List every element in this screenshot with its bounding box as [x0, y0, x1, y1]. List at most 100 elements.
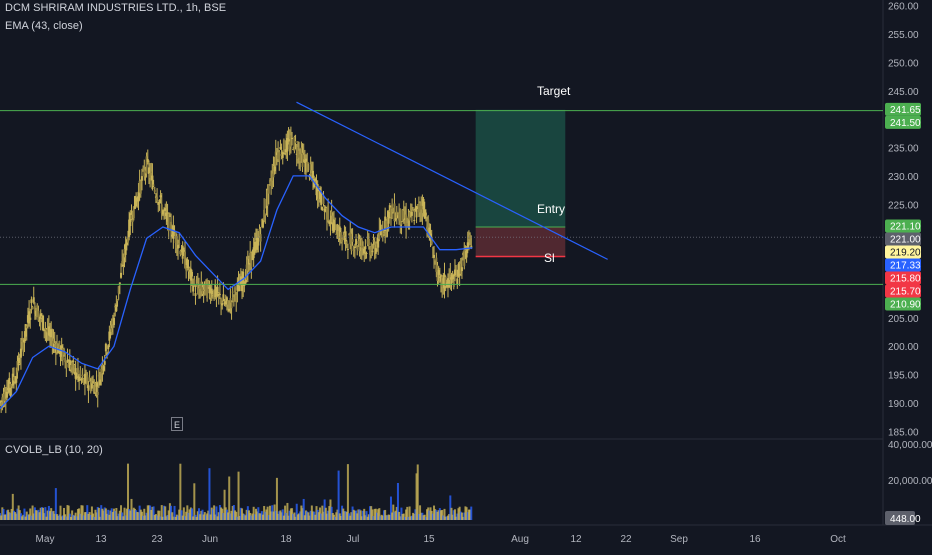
candle-body: [337, 230, 340, 239]
candle-body: [293, 136, 296, 151]
volume-bar: [433, 505, 436, 520]
volume-bar: [338, 513, 341, 520]
candle-body: [216, 286, 219, 296]
candle-body: [94, 382, 97, 393]
volume-bar: [342, 508, 345, 520]
candle-body: [258, 228, 261, 237]
volume-bar: [30, 515, 33, 520]
candle-body: [465, 249, 468, 258]
volume-bar: [402, 513, 405, 520]
earnings-marker[interactable]: E: [171, 417, 183, 431]
volume-bar: [53, 513, 56, 520]
candle-body: [142, 168, 145, 170]
volume-bar: [258, 513, 261, 520]
candle-body: [249, 252, 252, 264]
candle-body: [30, 299, 33, 304]
volume-bar: [160, 505, 163, 520]
volume-bar: [381, 515, 384, 520]
time-tick: Jul: [347, 534, 360, 545]
volume-bar: [288, 510, 291, 520]
candle-body: [168, 215, 171, 217]
volume-bar: [25, 511, 28, 520]
candle-body: [401, 209, 404, 222]
volume-bar: [189, 507, 192, 520]
candle-body: [225, 297, 228, 303]
candle-body: [328, 221, 331, 225]
volume-bar: [419, 505, 422, 520]
volume-bar: [38, 512, 41, 520]
symbol-title[interactable]: DCM SHRIRAM INDUSTRIES LTD., 1h, BSE: [5, 2, 227, 14]
candle-body: [160, 204, 163, 214]
time-tick: 13: [95, 534, 107, 545]
candle-body: [332, 219, 335, 232]
volume-bar: [59, 505, 62, 520]
ema-line-group: [0, 175, 473, 410]
volume-bar: [75, 516, 78, 520]
time-axis[interactable]: May 13 23 Jun 18 Jul 15 Aug 12 22 Sep 16 Oct: [36, 534, 846, 545]
candle-body: [126, 237, 129, 243]
candle-body: [318, 188, 321, 200]
volume-bar: [78, 508, 81, 520]
volume-bars: [0, 463, 473, 520]
volume-bar: [435, 510, 438, 520]
volume-bar: [43, 513, 46, 520]
trendline-group[interactable]: [296, 101, 608, 260]
candle-body: [190, 271, 193, 277]
volume-bar: [382, 510, 385, 520]
candle-body: [39, 313, 42, 319]
volume-bar: [117, 513, 120, 520]
candle-body: [423, 209, 426, 219]
candle-body: [129, 213, 132, 227]
candle-body: [51, 340, 54, 348]
volume-bar: [449, 495, 452, 520]
volume-bar: [442, 515, 445, 520]
candle-body: [179, 251, 182, 255]
volume-bar: [73, 515, 76, 520]
time-tick: May: [36, 534, 55, 545]
candle-body: [459, 263, 462, 274]
volume-bar: [61, 515, 64, 520]
volume-bar: [172, 516, 175, 520]
candle-body: [12, 376, 15, 381]
volume-bar: [97, 507, 100, 520]
candle-body: [320, 191, 323, 205]
volume-bar: [339, 515, 342, 520]
volume-bar: [32, 513, 35, 520]
candle-body: [344, 231, 347, 243]
volume-bar: [245, 509, 248, 520]
volume-bar: [315, 506, 318, 520]
candle-body: [300, 147, 303, 154]
volume-bar: [231, 505, 234, 520]
volume-indicator-label[interactable]: CVOLB_LB (10, 20): [5, 444, 103, 456]
candle-body: [230, 301, 233, 309]
volume-bar: [451, 514, 454, 520]
volume-bar: [420, 512, 423, 520]
volume-bar: [128, 509, 131, 520]
candle-body: [392, 212, 395, 214]
volume-bar: [389, 496, 392, 520]
volume-bar: [394, 510, 397, 520]
ema-indicator-label[interactable]: EMA (43, close): [5, 20, 83, 32]
candle-body: [231, 291, 234, 293]
volume-bar: [49, 511, 52, 520]
candle-body: [339, 232, 342, 240]
volume-bar: [308, 515, 311, 520]
volume-value-badge: [885, 511, 915, 525]
volume-bar: [362, 510, 365, 520]
volume-bar: [446, 515, 449, 520]
volume-bar: [174, 516, 177, 520]
volume-bar: [206, 513, 209, 520]
price-badge-text: 241.65: [890, 105, 921, 116]
candle-body: [150, 171, 153, 174]
candle-body: [364, 246, 367, 250]
candle-body: [188, 267, 191, 270]
candle-body: [252, 247, 255, 259]
candle-body: [152, 184, 155, 186]
volume-bar: [66, 505, 69, 520]
horizontal-levels: [0, 110, 883, 285]
volume-bar: [417, 514, 420, 520]
volume-bar: [465, 507, 468, 520]
volume-bar: [430, 510, 433, 520]
